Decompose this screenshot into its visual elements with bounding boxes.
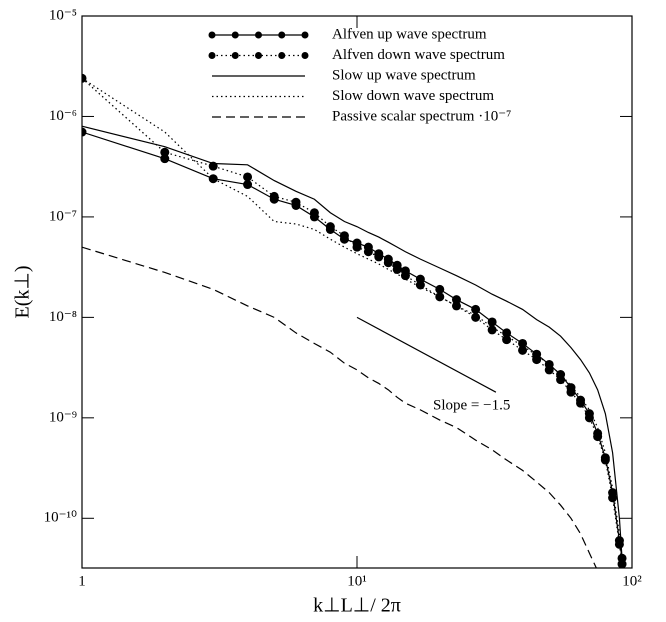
series-marker bbox=[487, 325, 497, 335]
series-marker bbox=[160, 147, 170, 157]
series-marker bbox=[415, 280, 425, 290]
series-marker bbox=[518, 345, 528, 355]
series-marker bbox=[502, 335, 512, 345]
legend-label: Passive scalar spectrum ·10⁻⁷ bbox=[332, 108, 511, 124]
y-axis-label: E(k⊥) bbox=[12, 266, 34, 319]
series-marker bbox=[600, 455, 610, 465]
series-marker bbox=[374, 252, 384, 262]
legend-marker bbox=[301, 52, 309, 59]
series-marker bbox=[471, 312, 481, 322]
legend-label: Alfven up wave spectrum bbox=[332, 26, 487, 42]
series-marker bbox=[243, 172, 253, 182]
series-marker bbox=[532, 355, 542, 365]
series-marker bbox=[556, 375, 566, 385]
legend-label: Alfven down wave spectrum bbox=[332, 47, 505, 63]
series-marker bbox=[339, 231, 349, 241]
series-marker bbox=[269, 191, 279, 201]
legend-marker bbox=[278, 31, 286, 39]
series-marker bbox=[451, 295, 461, 305]
legend-marker bbox=[255, 31, 262, 39]
series-marker bbox=[243, 180, 253, 190]
x-tick-label: 1 bbox=[78, 573, 86, 589]
y-tick-label: 10⁻⁷ bbox=[49, 208, 77, 224]
plot-area bbox=[82, 73, 627, 568]
series-marker bbox=[608, 493, 618, 503]
legend-label: Slow up wave spectrum bbox=[332, 67, 476, 83]
series-marker bbox=[208, 174, 218, 184]
series-marker bbox=[383, 258, 393, 268]
x-axis-label: k⊥L⊥/ 2π bbox=[313, 595, 401, 617]
series-marker bbox=[363, 247, 373, 257]
legend-marker bbox=[278, 52, 286, 59]
series-marker bbox=[309, 208, 319, 218]
legend-marker bbox=[208, 31, 216, 39]
series-marker bbox=[614, 539, 624, 549]
series-marker bbox=[593, 432, 603, 442]
y-tick-label: 10⁻⁶ bbox=[49, 108, 77, 124]
legend-marker bbox=[208, 52, 216, 59]
series-marker bbox=[584, 413, 594, 423]
y-tick-label: 10⁻⁸ bbox=[49, 309, 77, 325]
series-marker bbox=[435, 292, 445, 302]
series-marker bbox=[617, 559, 627, 568]
x-tick-label: 10² bbox=[622, 573, 642, 589]
series-marker bbox=[160, 154, 170, 164]
series-marker bbox=[544, 365, 554, 375]
legend-marker bbox=[255, 52, 262, 59]
series-marker bbox=[392, 264, 402, 274]
annotation: Slope = −1.5 bbox=[433, 397, 510, 413]
slope-line bbox=[356, 316, 497, 393]
series-marker bbox=[325, 222, 335, 232]
series-marker bbox=[291, 197, 301, 207]
series-marker bbox=[82, 73, 87, 83]
series-marker bbox=[566, 387, 576, 397]
legend-label: Slow down wave spectrum bbox=[332, 88, 494, 104]
series-line bbox=[82, 246, 597, 568]
legend-marker bbox=[301, 31, 309, 39]
y-tick-label: 10⁻⁵ bbox=[49, 7, 77, 23]
series-marker bbox=[352, 242, 362, 252]
series-marker bbox=[487, 317, 497, 327]
legend-marker bbox=[231, 31, 239, 39]
series-marker bbox=[82, 127, 87, 137]
y-tick-label: 10⁻⁹ bbox=[49, 409, 77, 425]
series-marker bbox=[400, 271, 410, 281]
legend-marker bbox=[231, 52, 239, 59]
series-line bbox=[82, 125, 623, 559]
series-line bbox=[82, 131, 623, 559]
series-marker bbox=[435, 284, 445, 294]
series-marker bbox=[518, 338, 528, 348]
series-marker bbox=[576, 398, 586, 408]
series-marker bbox=[471, 304, 481, 314]
y-tick-label: 10⁻¹⁰ bbox=[44, 510, 77, 526]
x-tick-label: 10¹ bbox=[347, 573, 367, 589]
series-marker bbox=[451, 301, 461, 311]
